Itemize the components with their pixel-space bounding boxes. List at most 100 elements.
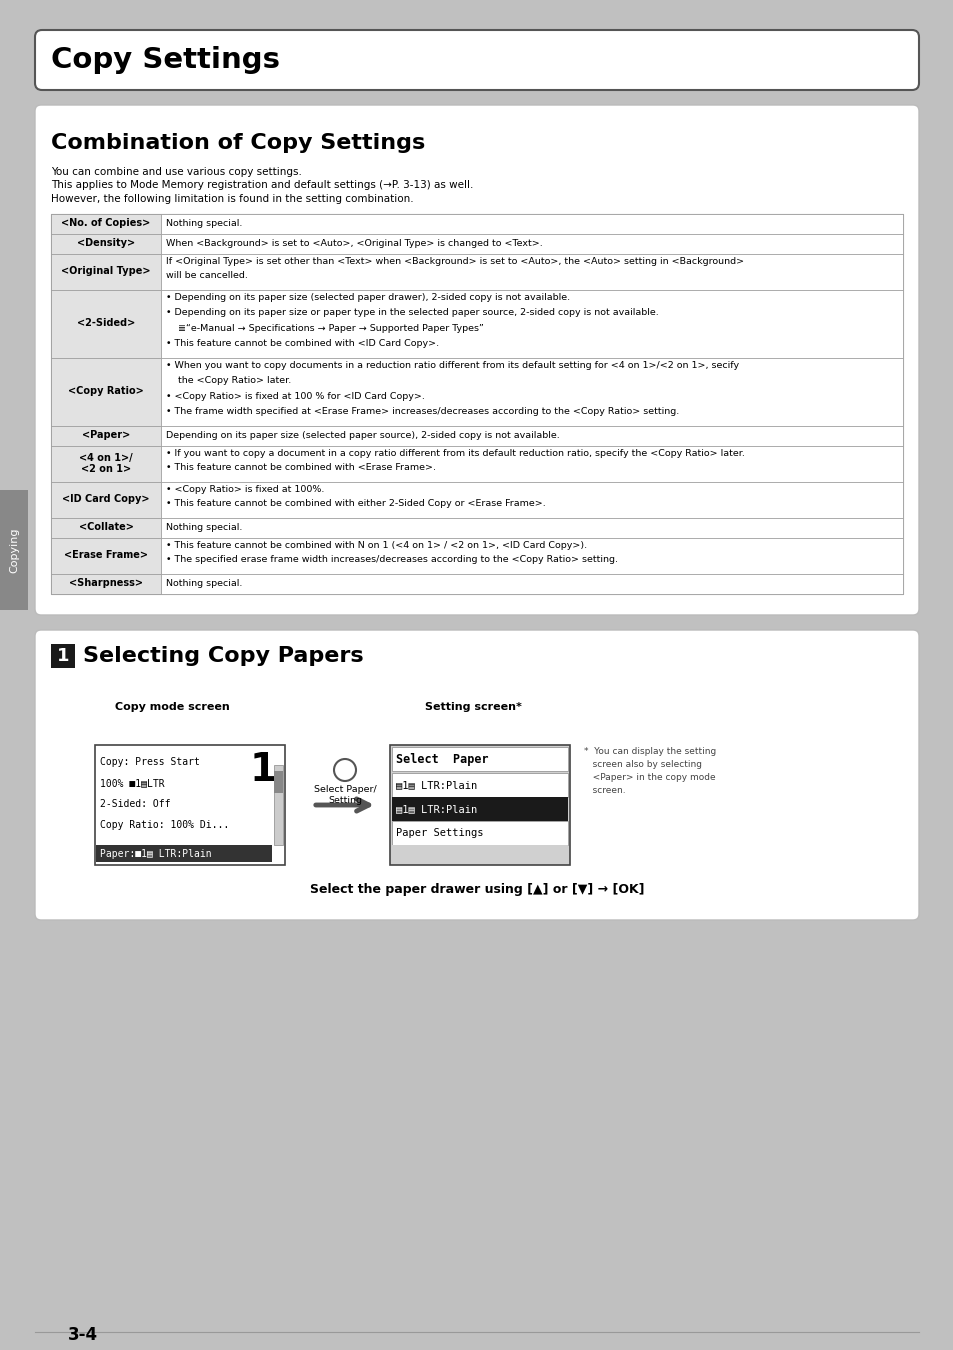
Bar [0,490,28,610]
Text: However, the following limitation is found in the setting combination.: However, the following limitation is fou… [51,194,414,204]
Text: Nothing special.: Nothing special. [166,522,242,532]
Text: Copy: Press Start: Copy: Press Start [100,757,200,767]
Bar [274,771,283,792]
Text: • This feature cannot be combined with <Erase Frame>.: • This feature cannot be combined with <… [166,463,436,472]
Text: <Erase Frame>: <Erase Frame> [64,551,148,560]
Text: <Sharpness>: <Sharpness> [69,579,143,589]
Text: • <Copy Ratio> is fixed at 100%.: • <Copy Ratio> is fixed at 100%. [166,485,324,494]
Text: <Density>: <Density> [77,239,135,248]
Bar [392,747,567,771]
Text: Combination of Copy Settings: Combination of Copy Settings [51,134,425,153]
Text: <Copy Ratio>: <Copy Ratio> [68,386,144,397]
Text: Nothing special.: Nothing special. [166,579,242,589]
Bar [161,254,902,289]
Bar [51,289,161,358]
Bar [51,482,161,517]
Bar [51,213,161,234]
Text: • This feature cannot be combined with <ID Card Copy>.: • This feature cannot be combined with <… [166,339,438,348]
Text: • This feature cannot be combined with N on 1 (<4 on 1> / <2 on 1>, <ID Card Cop: • This feature cannot be combined with N… [166,540,586,549]
Text: screen also by selecting: screen also by selecting [583,760,701,770]
Text: <ID Card Copy>: <ID Card Copy> [62,494,150,505]
Text: <Original Type>: <Original Type> [61,266,151,277]
Bar [161,537,902,574]
Text: Copying: Copying [9,528,19,572]
Bar [274,765,283,845]
Text: This applies to Mode Memory registration and default settings (→P. 3-13) as well: This applies to Mode Memory registration… [51,181,473,190]
Bar [161,425,902,446]
Bar [161,574,902,594]
Bar [392,774,567,796]
Text: ≣“e-Manual → Specifications → Paper → Supported Paper Types”: ≣“e-Manual → Specifications → Paper → Su… [166,324,483,332]
Text: 2-Sided: Off: 2-Sided: Off [100,799,171,809]
Bar [161,289,902,358]
Text: Copy Ratio: 100% Di...: Copy Ratio: 100% Di... [100,819,229,830]
Bar [51,213,902,594]
Bar [161,482,902,517]
Bar [51,517,161,537]
Text: You can combine and use various copy settings.: You can combine and use various copy set… [51,167,301,177]
Text: • <Copy Ratio> is fixed at 100 % for <ID Card Copy>.: • <Copy Ratio> is fixed at 100 % for <ID… [166,392,424,401]
Text: • The frame width specified at <Erase Frame> increases/decreases according to th: • The frame width specified at <Erase Fr… [166,408,679,416]
Text: • Depending on its paper size (selected paper drawer), 2-sided copy is not avail: • Depending on its paper size (selected … [166,293,570,302]
Text: Nothing special.: Nothing special. [166,219,242,228]
Bar [51,574,161,594]
Text: Select Paper/: Select Paper/ [314,784,376,794]
Text: <Paper>: <Paper> [82,431,130,440]
Circle shape [334,759,355,782]
FancyBboxPatch shape [35,30,918,90]
Text: <No. of Copies>: <No. of Copies> [61,219,151,228]
FancyBboxPatch shape [35,105,918,616]
Bar [390,745,569,865]
Bar [51,234,161,254]
Bar [96,845,272,863]
Bar [51,446,161,482]
Text: When <Background> is set to <Auto>, <Original Type> is changed to <Text>.: When <Background> is set to <Auto>, <Ori… [166,239,542,248]
Bar [95,745,285,865]
Text: Setting screen*: Setting screen* [424,702,521,711]
Text: • The specified erase frame width increases/decreases according to the <Copy Rat: • The specified erase frame width increa… [166,555,618,564]
FancyBboxPatch shape [35,630,918,919]
Text: 100% ■1▤LTR: 100% ■1▤LTR [100,778,165,788]
Bar [51,644,75,668]
Bar [51,254,161,289]
Bar [392,796,567,821]
Text: Select  Paper: Select Paper [395,752,488,765]
Text: • When you want to copy documents in a reduction ratio different from its defaul: • When you want to copy documents in a r… [166,360,739,370]
Bar [51,425,161,446]
Text: ▤1▤ LTR:Plain: ▤1▤ LTR:Plain [395,780,476,790]
Text: 1: 1 [250,751,276,788]
Text: • If you want to copy a document in a copy ratio different from its default redu: • If you want to copy a document in a co… [166,448,744,458]
Text: Setting: Setting [328,796,361,805]
Bar [392,821,567,845]
Text: <2-Sided>: <2-Sided> [77,319,135,328]
Text: 3-4: 3-4 [68,1326,98,1345]
Text: 1: 1 [56,647,70,666]
Text: Depending on its paper size (selected paper source), 2-sided copy is not availab: Depending on its paper size (selected pa… [166,431,559,440]
Text: *  You can display the setting: * You can display the setting [583,747,716,756]
Text: If <Original Type> is set other than <Text> when <Background> is set to <Auto>, : If <Original Type> is set other than <Te… [166,256,743,266]
Text: <Paper> in the copy mode: <Paper> in the copy mode [583,774,715,782]
Bar [51,358,161,425]
Text: <Collate>: <Collate> [78,522,133,532]
Text: • This feature cannot be combined with either 2-Sided Copy or <Erase Frame>.: • This feature cannot be combined with e… [166,500,545,509]
Text: Paper Settings: Paper Settings [395,828,483,838]
Bar [51,537,161,574]
Text: Paper:■1▤ LTR:Plain: Paper:■1▤ LTR:Plain [100,849,212,859]
Text: ▤1▤ LTR:Plain: ▤1▤ LTR:Plain [395,805,476,814]
Text: <4 on 1>/: <4 on 1>/ [79,454,132,463]
Bar [161,234,902,254]
Bar [161,358,902,425]
Text: Copy mode screen: Copy mode screen [115,702,230,711]
Text: screen.: screen. [583,786,625,795]
Bar [161,446,902,482]
Text: Copy Settings: Copy Settings [51,46,280,74]
Text: will be cancelled.: will be cancelled. [166,271,248,281]
Text: Selecting Copy Papers: Selecting Copy Papers [83,647,363,666]
Bar [392,845,567,863]
Text: the <Copy Ratio> later.: the <Copy Ratio> later. [166,377,291,385]
Text: <2 on 1>: <2 on 1> [81,464,131,474]
Bar [161,213,902,234]
Text: Select the paper drawer using [▲] or [▼] → [OK]: Select the paper drawer using [▲] or [▼]… [310,883,643,896]
Bar [161,517,902,537]
Text: • Depending on its paper size or paper type in the selected paper source, 2-side: • Depending on its paper size or paper t… [166,308,659,317]
